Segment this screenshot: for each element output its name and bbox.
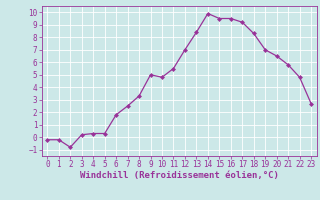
X-axis label: Windchill (Refroidissement éolien,°C): Windchill (Refroidissement éolien,°C) [80, 171, 279, 180]
